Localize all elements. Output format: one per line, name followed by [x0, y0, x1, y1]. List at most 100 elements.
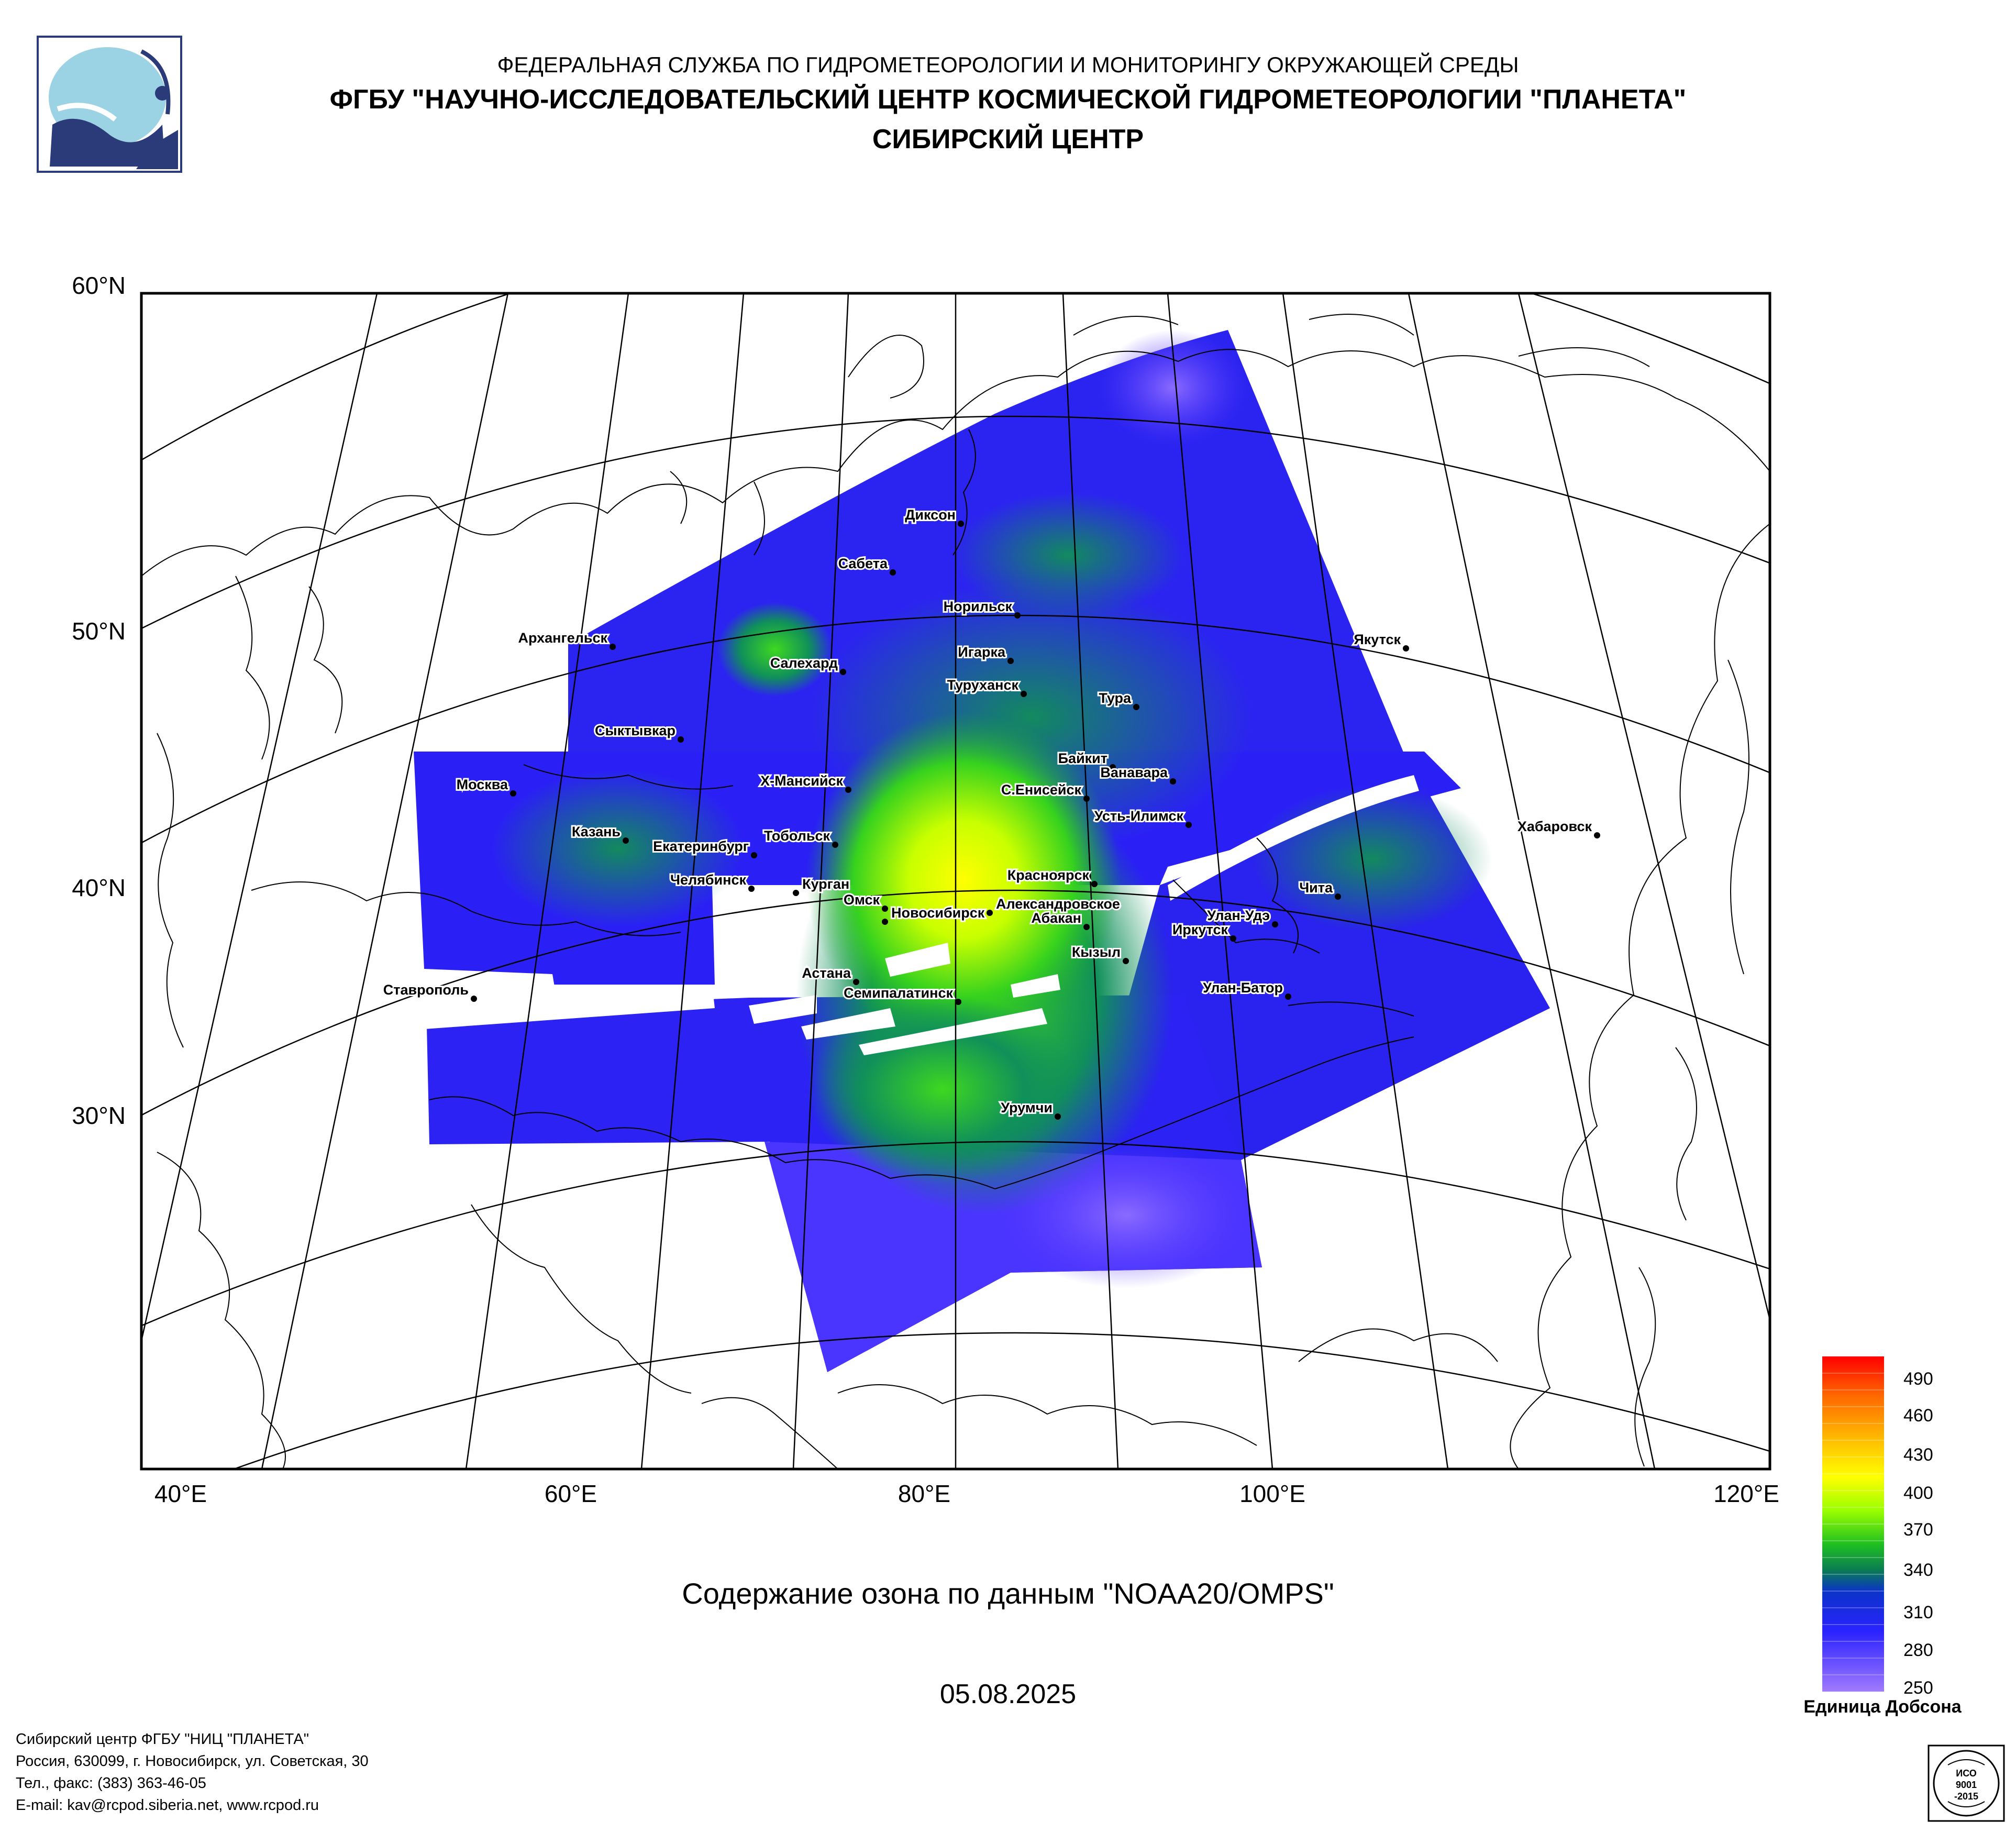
city-marker: Якутск: [1352, 630, 1409, 652]
city-marker: Туруханск: [946, 676, 1027, 697]
city-label: Москва: [457, 777, 508, 792]
city-dot: [1272, 921, 1278, 927]
legend-tick: 340: [1903, 1560, 1933, 1580]
lat-label: 50°N: [72, 617, 126, 645]
city-marker: Улан-Батор: [1201, 978, 1291, 1000]
city-dot: [471, 996, 477, 1002]
city-marker: Сыктывкар: [593, 721, 684, 743]
legend-tick: 310: [1903, 1603, 1933, 1622]
city-marker: Диксон: [903, 505, 964, 527]
city-marker: С.Енисейск: [1000, 780, 1090, 802]
city-label: Сыктывкар: [595, 723, 675, 738]
city-marker: Курган: [793, 875, 851, 896]
city-label: Тура: [1099, 690, 1132, 706]
city-marker: Улан-Удэ: [1205, 906, 1278, 927]
city-marker: Х-Мансийск: [759, 771, 851, 793]
city-label: Челябинск: [670, 872, 746, 888]
city-dot: [882, 919, 888, 925]
city-dot: [610, 644, 616, 650]
city-marker: Ванавара: [1099, 763, 1176, 785]
city-dot: [1285, 993, 1291, 1000]
city-dot: [1083, 796, 1090, 802]
city-label: Курган: [802, 876, 849, 892]
city-label: Х-Мансийск: [760, 773, 843, 789]
legend-tick: 250: [1903, 1678, 1933, 1698]
iso-badge-text1: ИСО: [1956, 1768, 1977, 1779]
city-marker: Астана: [800, 964, 859, 985]
city-marker: Норильск: [942, 597, 1021, 619]
city-label: Семипалатинск: [844, 985, 953, 1001]
city-dot: [853, 979, 859, 985]
city-label: Ванавара: [1100, 765, 1168, 780]
city-dot: [793, 890, 799, 896]
iso-badge-text3: -2015: [1954, 1791, 1978, 1802]
city-dot: [832, 842, 838, 848]
planeta-logo: [37, 36, 182, 173]
city-marker: Архангельск: [516, 628, 616, 650]
city-dot: [748, 886, 755, 892]
city-label: Астана: [802, 965, 851, 981]
city-dot: [1123, 958, 1129, 964]
city-label: Улан-Батор: [1203, 980, 1283, 996]
city-label: Усть-Илимск: [1094, 808, 1184, 824]
city-label: Казань: [572, 824, 621, 840]
header-agency: ФЕДЕРАЛЬНАЯ СЛУЖБА ПО ГИДРОМЕТЕОРОЛОГИИ …: [497, 52, 1519, 77]
city-marker: Чита: [1298, 878, 1341, 900]
city-marker: Новосибирск: [882, 903, 987, 925]
legend-tick: 370: [1903, 1520, 1933, 1540]
lon-label: 120°E: [1713, 1480, 1779, 1507]
city-marker: Игарка: [956, 643, 1014, 664]
city-dot: [1594, 832, 1600, 838]
city-label: Урумчи: [1001, 1100, 1053, 1116]
city-dot: [958, 521, 964, 527]
city-label: Кызыл: [1072, 944, 1121, 960]
city-dot: [987, 910, 993, 916]
city-marker: Кызыл: [1070, 943, 1129, 964]
map-date: 05.08.2025: [939, 1679, 1077, 1709]
city-label: Игарка: [958, 644, 1006, 660]
city-marker: Омск: [842, 890, 888, 912]
city-label: Диксон: [905, 507, 956, 523]
city-dot: [1021, 691, 1027, 697]
city-label: Улан-Удэ: [1207, 908, 1270, 923]
city-marker: Тура: [1097, 689, 1139, 710]
city-dot: [1055, 1113, 1061, 1120]
city-label: Норильск: [944, 599, 1013, 614]
city-marker: Урумчи: [999, 1098, 1061, 1120]
city-label: Ставрополь: [383, 982, 469, 998]
city-label: Хабаровск: [1517, 819, 1592, 834]
city-dot: [1230, 935, 1236, 942]
coastlines: [141, 314, 1770, 1469]
city-label: Абакан: [1031, 910, 1081, 926]
city-marker: Хабаровск: [1516, 817, 1600, 838]
city-dot: [751, 852, 757, 858]
legend-tick: 400: [1903, 1483, 1933, 1503]
color-legend: 490 460 430 400 370 340 310 280 250: [1822, 1356, 1933, 1698]
city-label: Якутск: [1354, 632, 1401, 647]
legend-tick: 460: [1903, 1406, 1933, 1426]
lat-label: 40°N: [72, 874, 126, 901]
city-marker: Абакан: [1029, 909, 1090, 930]
city-marker: Байкит: [1057, 749, 1116, 770]
city-label: Александровское: [996, 896, 1120, 912]
lon-label: 100°E: [1239, 1480, 1305, 1507]
city-dot: [1403, 645, 1409, 652]
city-dot: [1186, 822, 1192, 828]
iso-badge-text2: 9001: [1956, 1780, 1977, 1790]
city-label: Салехард: [770, 655, 838, 671]
city-marker: Иркутск: [1171, 920, 1236, 942]
lat-label: 30°N: [72, 1102, 126, 1129]
city-dot: [510, 790, 516, 797]
city-marker: Семипалатинск: [842, 984, 961, 1005]
city-dot: [840, 669, 846, 675]
city-dot: [1014, 612, 1021, 619]
city-dot: [1091, 881, 1098, 887]
city-marker: Сабета: [837, 554, 896, 576]
city-label: Омск: [844, 892, 880, 908]
city-marker: Москва: [455, 775, 516, 797]
city-marker: Тобольск: [762, 826, 838, 848]
footer-phone: Тел., факс: (383) 363-46-05: [16, 1775, 206, 1792]
city-marker: Челябинск: [669, 870, 755, 892]
city-label: Чита: [1299, 880, 1333, 896]
